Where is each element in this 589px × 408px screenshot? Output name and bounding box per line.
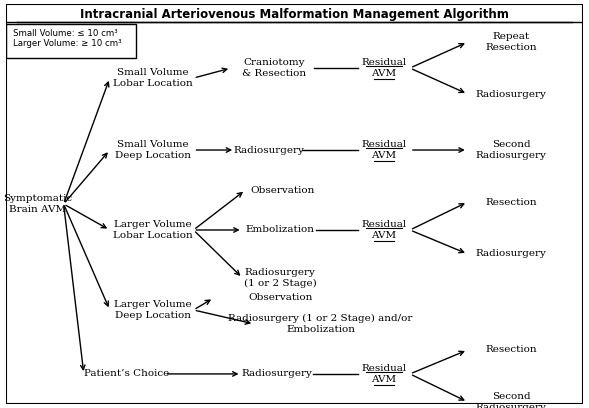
Text: Intracranial Arteriovenous Malformation Management Algorithm: Intracranial Arteriovenous Malformation … <box>80 8 509 20</box>
Text: Repeat
Resection: Repeat Resection <box>485 32 537 52</box>
Text: Residual
AVM: Residual AVM <box>361 364 406 384</box>
Text: Radiosurgery
(1 or 2 Stage): Radiosurgery (1 or 2 Stage) <box>244 268 316 288</box>
Text: Larger Volume
Lobar Location: Larger Volume Lobar Location <box>113 220 193 239</box>
Text: Radiosurgery: Radiosurgery <box>241 369 313 379</box>
Text: Second
Radiosurgery: Second Radiosurgery <box>475 392 547 408</box>
Text: Resection: Resection <box>485 197 537 206</box>
Text: Larger Volume
Deep Location: Larger Volume Deep Location <box>114 300 192 319</box>
Text: Radiosurgery: Radiosurgery <box>475 249 547 259</box>
Text: Residual
AVM: Residual AVM <box>361 220 406 239</box>
Text: Resection: Resection <box>485 346 537 355</box>
Text: Symptomatic
Brain AVM: Symptomatic Brain AVM <box>3 194 72 214</box>
Text: Small Volume
Lobar Location: Small Volume Lobar Location <box>113 69 193 88</box>
Text: Observation: Observation <box>251 186 315 195</box>
Text: Small Volume: ≤ 10 cm³
Larger Volume: ≥ 10 cm³: Small Volume: ≤ 10 cm³ Larger Volume: ≥ … <box>13 29 121 48</box>
Text: Radiosurgery (1 or 2 Stage) and/or
Embolization: Radiosurgery (1 or 2 Stage) and/or Embol… <box>229 314 413 334</box>
Text: Small Volume
Deep Location: Small Volume Deep Location <box>115 140 191 160</box>
Text: Residual
AVM: Residual AVM <box>361 58 406 78</box>
Text: Patient’s Choice: Patient’s Choice <box>84 369 170 379</box>
Text: Observation: Observation <box>248 293 312 302</box>
Text: Craniotomy
& Resection: Craniotomy & Resection <box>242 58 306 78</box>
Text: Embolization: Embolization <box>246 226 315 235</box>
FancyBboxPatch shape <box>6 24 135 58</box>
Text: Second
Radiosurgery: Second Radiosurgery <box>475 140 547 160</box>
Text: Radiosurgery: Radiosurgery <box>233 146 304 155</box>
Text: Radiosurgery: Radiosurgery <box>475 89 547 99</box>
Text: Residual
AVM: Residual AVM <box>361 140 406 160</box>
